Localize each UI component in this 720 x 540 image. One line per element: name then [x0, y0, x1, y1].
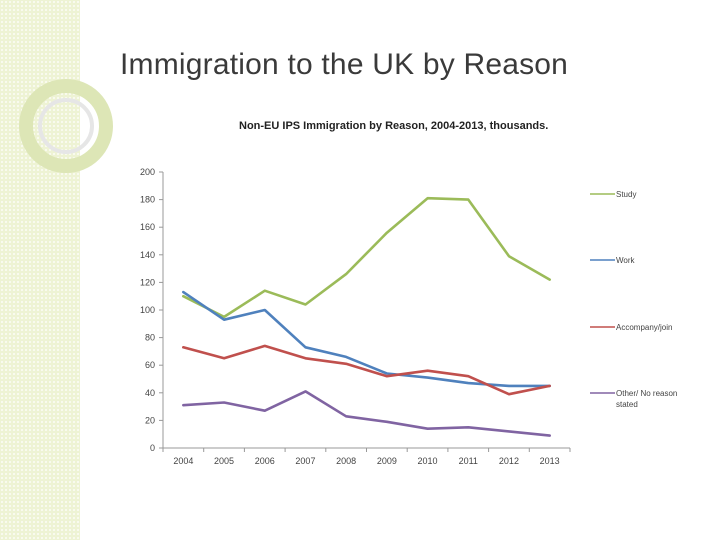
chart-legend: Study Work Accompany/join Other/ No reason s…	[590, 190, 677, 409]
legend-label-2: Accompany/join	[616, 323, 672, 332]
y-tick-label: 40	[145, 388, 155, 398]
series-line-0	[182, 196, 552, 319]
x-tick-label: 2005	[214, 456, 234, 466]
x-tick-label: 2010	[418, 456, 438, 466]
y-axis-ticks: 0 20 40 60 80 100 120 140 160 180 200	[140, 167, 163, 453]
x-tick-label: 2013	[540, 456, 560, 466]
outer-ring	[19, 79, 113, 173]
legend-label-3: Other/ No reason stated	[616, 389, 677, 409]
chart-axes	[162, 172, 570, 449]
y-tick-label: 120	[140, 277, 155, 287]
x-tick-label: 2007	[295, 456, 315, 466]
x-tick-label: 2004	[173, 456, 193, 466]
y-tick-label: 140	[140, 250, 155, 260]
y-tick-label: 80	[145, 333, 155, 343]
y-tick-label: 180	[140, 195, 155, 205]
x-tick-label: 2006	[255, 456, 275, 466]
legend-label-0: Study	[616, 190, 636, 199]
y-tick-label: 100	[140, 305, 155, 315]
chart-title: Non-EU IPS Immigration by Reason, 2004-2…	[239, 120, 549, 132]
y-tick-label: 60	[145, 360, 155, 370]
legend-label-1: Work	[616, 256, 636, 265]
x-tick-label: 2008	[336, 456, 356, 466]
y-tick-label: 0	[150, 443, 155, 453]
slide-title: Immigration to the UK by Reason	[120, 48, 569, 81]
y-tick-label: 160	[140, 222, 155, 232]
y-tick-label: 200	[140, 167, 155, 177]
x-tick-label: 2009	[377, 456, 397, 466]
series-line-1	[182, 290, 552, 388]
inner-ring	[38, 98, 94, 154]
series-lines	[182, 196, 552, 437]
x-tick-label: 2011	[459, 456, 478, 466]
series-line-3	[182, 390, 552, 437]
x-tick-label: 2012	[499, 456, 519, 466]
y-tick-label: 20	[145, 415, 155, 425]
decorative-ring-icon	[19, 79, 113, 173]
x-axis-ticks: 2004 2005 2006 2007 2008 2009 2010 2011 2012 2013	[162, 448, 571, 466]
series-line-2	[182, 344, 552, 396]
